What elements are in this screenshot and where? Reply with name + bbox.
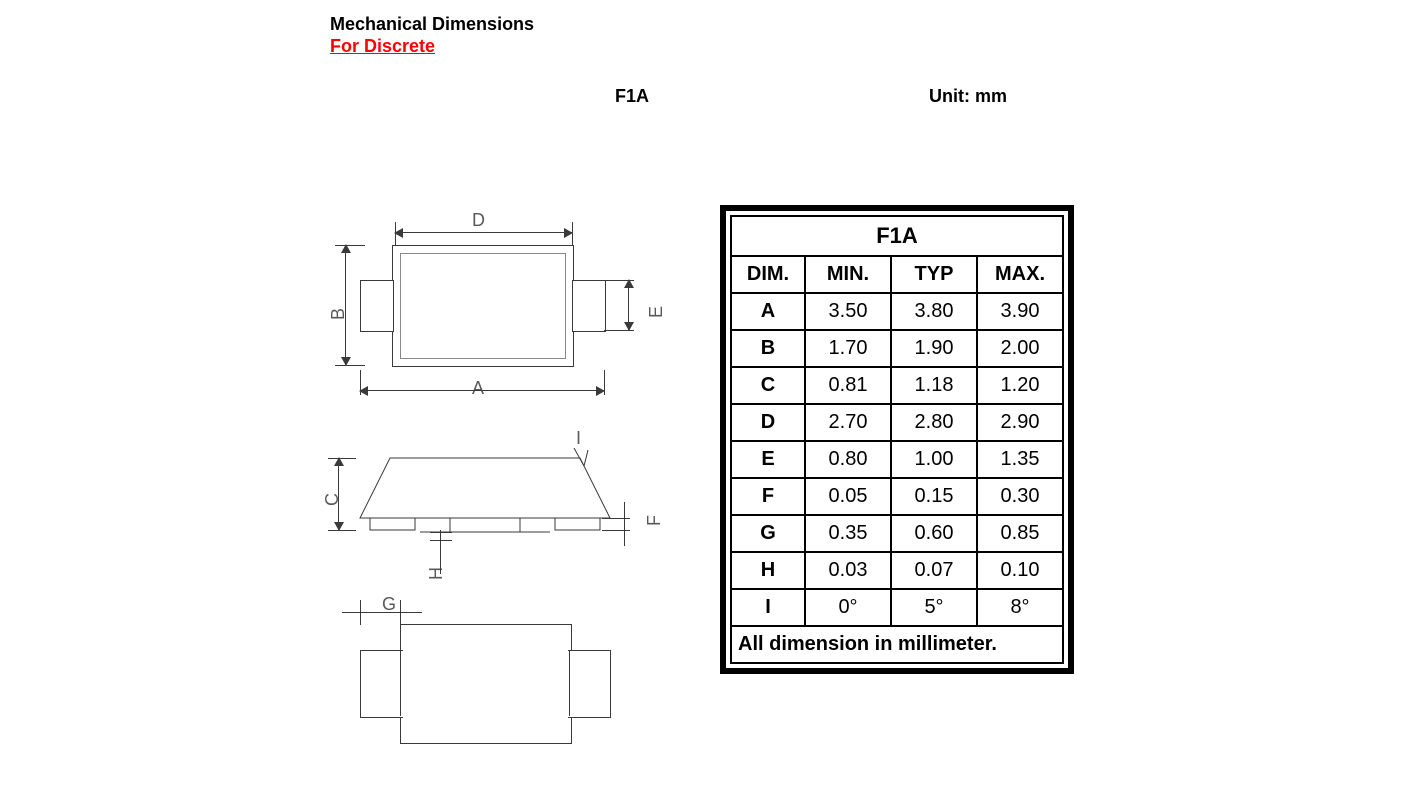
dim-label-d: D xyxy=(472,210,485,231)
dim-label-a: A xyxy=(472,378,484,399)
dim-arrow-e xyxy=(628,280,629,330)
dim-line-f xyxy=(624,502,625,546)
lead-left-top xyxy=(360,280,394,332)
cell-min: 0.35 xyxy=(805,515,891,552)
dim-label-f: F xyxy=(644,515,665,526)
lead-right-top xyxy=(572,280,606,332)
cell-max: 0.30 xyxy=(977,478,1063,515)
table-row: C 0.81 1.18 1.20 xyxy=(731,367,1063,404)
dim-arrow-b xyxy=(345,245,346,365)
cell-max: 3.90 xyxy=(977,293,1063,330)
cell-typ: 1.90 xyxy=(891,330,977,367)
dim-arrow-a xyxy=(360,390,604,391)
mechanical-diagram: D B E A xyxy=(320,210,660,770)
dimension-table-grid: F1A DIM. MIN. TYP MAX. A 3.50 3.80 3.90 … xyxy=(730,215,1064,664)
cell-typ: 1.18 xyxy=(891,367,977,404)
cell-min: 0.05 xyxy=(805,478,891,515)
cell-typ: 0.07 xyxy=(891,552,977,589)
cell-typ: 0.15 xyxy=(891,478,977,515)
cell-dim: E xyxy=(731,441,805,478)
dim-label-e: E xyxy=(646,306,667,318)
table-footer: All dimension in millimeter. xyxy=(731,626,1063,663)
cell-dim: D xyxy=(731,404,805,441)
table-row: D 2.70 2.80 2.90 xyxy=(731,404,1063,441)
col-header-typ: TYP xyxy=(891,256,977,293)
package-side-view xyxy=(350,448,630,558)
table-row: A 3.50 3.80 3.90 xyxy=(731,293,1063,330)
col-header-dim: DIM. xyxy=(731,256,805,293)
dim-label-h: H xyxy=(426,567,447,580)
cell-dim: G xyxy=(731,515,805,552)
dim-extension-line xyxy=(430,532,452,533)
col-header-min: MIN. xyxy=(805,256,891,293)
table-title: F1A xyxy=(731,216,1063,256)
dim-arrow-d xyxy=(395,232,572,233)
dim-line-h xyxy=(440,530,441,574)
table-row: I 0° 5° 8° xyxy=(731,589,1063,626)
cell-max: 0.10 xyxy=(977,552,1063,589)
cell-dim: I xyxy=(731,589,805,626)
package-body-bottom xyxy=(400,624,572,744)
lead-edge xyxy=(569,650,570,716)
cell-min: 1.70 xyxy=(805,330,891,367)
cell-min: 2.70 xyxy=(805,404,891,441)
page: Mechanical Dimensions For Discrete F1A U… xyxy=(0,0,1420,798)
page-title: Mechanical Dimensions xyxy=(330,14,534,35)
dim-extension-line xyxy=(602,518,630,519)
cell-dim: A xyxy=(731,293,805,330)
cell-dim: C xyxy=(731,367,805,404)
lead-left-bottom xyxy=(360,650,403,718)
cell-max: 1.35 xyxy=(977,441,1063,478)
dim-arrow-c xyxy=(338,458,339,530)
lead-right-bottom xyxy=(568,650,611,718)
lead-edge xyxy=(400,650,401,716)
table-row: B 1.70 1.90 2.00 xyxy=(731,330,1063,367)
cell-typ: 1.00 xyxy=(891,441,977,478)
table-row: H 0.03 0.07 0.10 xyxy=(731,552,1063,589)
cell-dim: H xyxy=(731,552,805,589)
dim-label-i: I xyxy=(576,428,581,449)
cell-max: 2.00 xyxy=(977,330,1063,367)
cell-dim: F xyxy=(731,478,805,515)
table-row: F 0.05 0.15 0.30 xyxy=(731,478,1063,515)
cell-max: 1.20 xyxy=(977,367,1063,404)
cell-min: 0.80 xyxy=(805,441,891,478)
cell-typ: 5° xyxy=(891,589,977,626)
dim-line-g xyxy=(342,612,422,613)
package-body-top-inner xyxy=(400,253,566,359)
cell-max: 2.90 xyxy=(977,404,1063,441)
cell-typ: 3.80 xyxy=(891,293,977,330)
part-label: F1A xyxy=(615,86,649,107)
dim-extension-line xyxy=(602,530,630,531)
cell-typ: 2.80 xyxy=(891,404,977,441)
cell-min: 3.50 xyxy=(805,293,891,330)
cell-max: 8° xyxy=(977,589,1063,626)
dim-label-c: C xyxy=(322,493,343,506)
table-row: E 0.80 1.00 1.35 xyxy=(731,441,1063,478)
cell-min: 0° xyxy=(805,589,891,626)
cell-typ: 0.60 xyxy=(891,515,977,552)
unit-label: Unit: mm xyxy=(929,86,1007,107)
col-header-max: MAX. xyxy=(977,256,1063,293)
cell-dim: B xyxy=(731,330,805,367)
page-subtitle: For Discrete xyxy=(330,36,435,57)
cell-max: 0.85 xyxy=(977,515,1063,552)
table-row: G 0.35 0.60 0.85 xyxy=(731,515,1063,552)
cell-min: 0.81 xyxy=(805,367,891,404)
dim-extension-line xyxy=(430,540,452,541)
cell-min: 0.03 xyxy=(805,552,891,589)
dimension-table: F1A DIM. MIN. TYP MAX. A 3.50 3.80 3.90 … xyxy=(720,205,1074,674)
